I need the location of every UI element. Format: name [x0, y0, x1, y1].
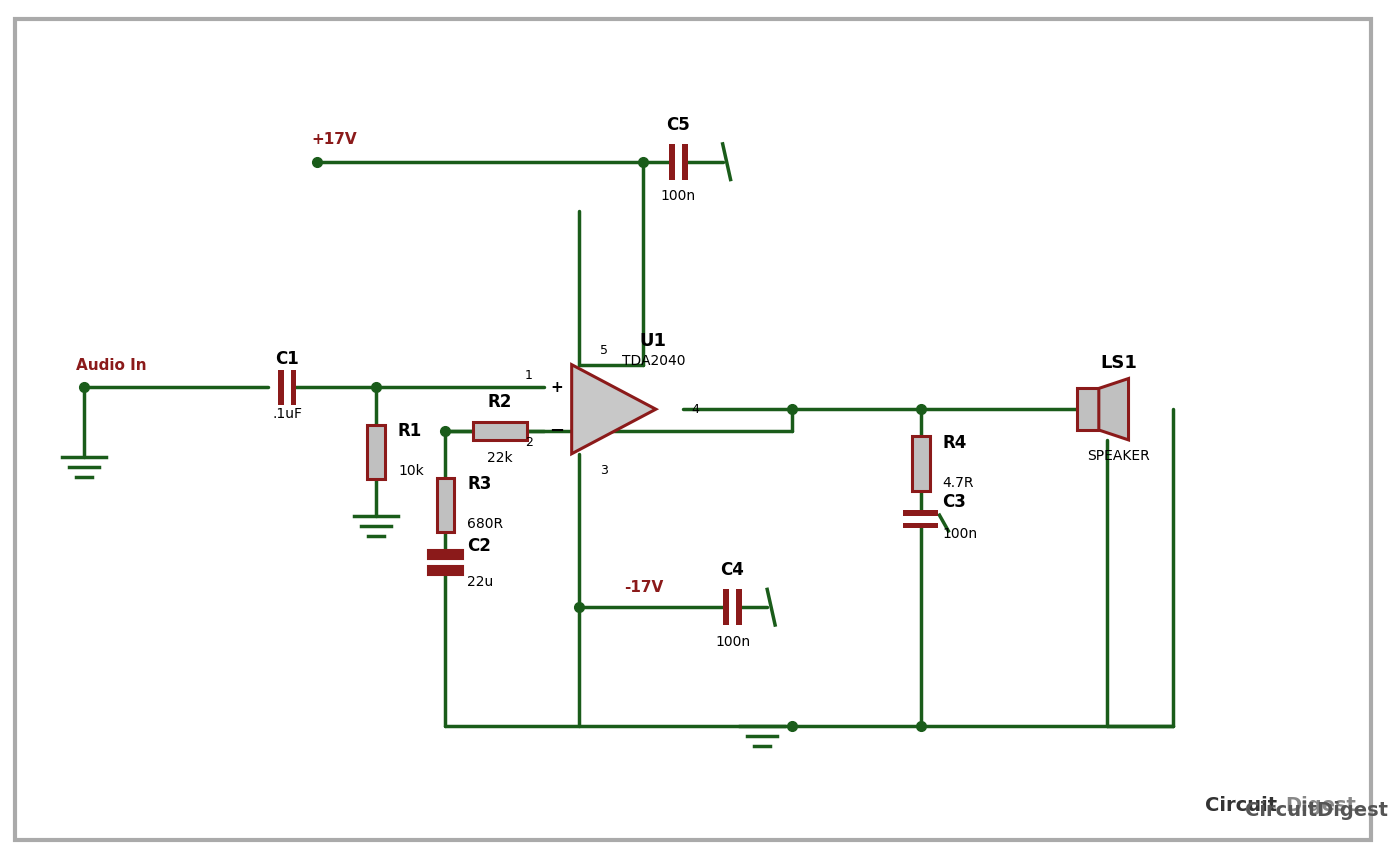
Text: R3: R3: [468, 475, 491, 493]
Text: 3: 3: [601, 464, 608, 477]
Bar: [291, 369, 297, 405]
Text: −: −: [549, 422, 564, 440]
Bar: [427, 566, 463, 575]
Polygon shape: [571, 365, 655, 454]
Text: CircuitDigest: CircuitDigest: [1245, 801, 1389, 820]
Bar: [903, 522, 938, 528]
Text: Circuit: Circuit: [1205, 796, 1277, 815]
Text: TDA2040: TDA2040: [622, 354, 685, 368]
Text: 100n: 100n: [715, 635, 750, 649]
Text: +: +: [550, 380, 563, 395]
Text: C4: C4: [721, 562, 745, 580]
Bar: [911, 436, 930, 490]
Bar: [669, 144, 675, 180]
Text: R1: R1: [398, 422, 423, 440]
Text: 10k: 10k: [398, 464, 424, 478]
Text: R4: R4: [942, 434, 967, 452]
Bar: [473, 422, 528, 440]
Text: 100n: 100n: [942, 527, 977, 541]
Bar: [277, 369, 284, 405]
Text: LS1: LS1: [1100, 354, 1137, 372]
Text: 1: 1: [525, 369, 532, 382]
Bar: [903, 509, 938, 515]
Text: C2: C2: [468, 537, 491, 555]
Text: +17V: +17V: [312, 132, 357, 147]
Text: Digest: Digest: [1285, 796, 1357, 815]
Text: C5: C5: [666, 116, 690, 134]
Bar: [437, 478, 455, 533]
Text: R2: R2: [487, 393, 512, 411]
Bar: [682, 144, 687, 180]
Text: 100n: 100n: [661, 190, 696, 204]
Text: 5: 5: [599, 344, 608, 356]
Bar: [724, 589, 729, 625]
Text: U1: U1: [640, 332, 666, 350]
Bar: [427, 551, 463, 559]
Text: 680R: 680R: [468, 517, 504, 531]
Bar: [1077, 388, 1099, 430]
Text: Audio In: Audio In: [76, 357, 147, 373]
Text: C3: C3: [942, 493, 966, 511]
Text: 4: 4: [692, 403, 699, 416]
Bar: [367, 424, 385, 479]
Text: -17V: -17V: [623, 581, 664, 595]
Text: 22k: 22k: [487, 451, 512, 465]
Polygon shape: [1099, 379, 1128, 440]
Text: 22u: 22u: [468, 575, 493, 588]
Text: 2: 2: [525, 436, 532, 449]
Text: .1uF: .1uF: [272, 407, 302, 421]
Text: C1: C1: [276, 350, 300, 368]
Text: SPEAKER: SPEAKER: [1088, 448, 1149, 463]
Bar: [736, 589, 742, 625]
Text: 4.7R: 4.7R: [942, 476, 974, 490]
